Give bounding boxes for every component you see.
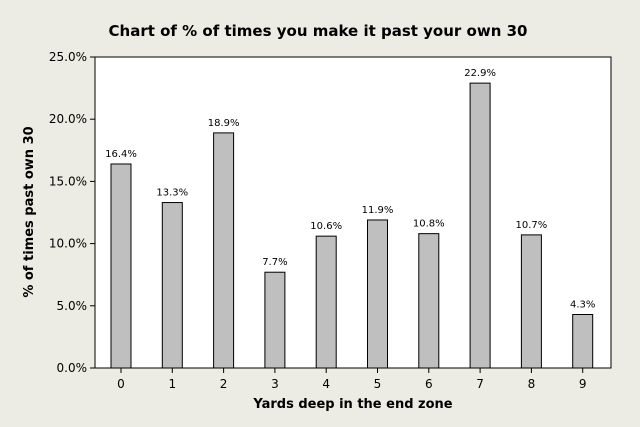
x-axis-label: Yards deep in the end zone [252, 397, 452, 412]
bar-8 [520, 234, 542, 369]
bar-1 [161, 202, 183, 369]
y-axis-label: % of times past own 30 [22, 126, 37, 297]
x-tick-label: 8 [528, 377, 536, 391]
data-label-7: 22.9% [464, 68, 496, 79]
bar-7 [469, 82, 491, 369]
x-axis: 0 1 2 3 4 5 6 7 8 9 [117, 368, 587, 391]
bar-2 [213, 132, 235, 369]
bar-6 [418, 233, 440, 369]
y-tick-label: 5.0% [57, 299, 88, 313]
bars [110, 82, 594, 369]
data-label-8: 10.7% [516, 220, 548, 231]
data-label-3: 7.7% [262, 257, 287, 268]
data-label-0: 16.4% [105, 149, 137, 160]
data-label-1: 13.3% [156, 188, 188, 199]
bar-3 [264, 271, 286, 369]
data-label-2: 18.9% [208, 118, 240, 129]
y-tick-label: 10.0% [49, 237, 87, 251]
y-tick-label: 15.0% [49, 174, 87, 188]
y-tick-label: 20.0% [49, 112, 87, 126]
x-tick-label: 4 [322, 377, 330, 391]
data-label-9: 4.3% [570, 300, 595, 311]
x-tick-label: 6 [425, 377, 433, 391]
bar-5 [367, 219, 388, 369]
bar-4 [315, 235, 337, 369]
bar-9 [572, 314, 594, 369]
x-tick-label: 7 [476, 377, 484, 391]
bar-0 [110, 163, 132, 369]
x-tick-label: 0 [117, 377, 125, 391]
data-label-6: 10.8% [413, 219, 445, 230]
y-axis: 0.0% 5.0% 10.0% 15.0% 20.0% 25.0% [49, 50, 95, 375]
data-labels: 16.4% 13.3% 18.9% 7.7% 10.6% 11.9% 10.8% 22.9% 1… [105, 68, 595, 310]
x-tick-label: 1 [168, 377, 176, 391]
x-tick-label: 9 [579, 377, 587, 391]
y-tick-label: 0.0% [57, 361, 88, 375]
y-tick-label: 25.0% [49, 50, 87, 64]
x-tick-label: 2 [220, 377, 228, 391]
x-tick-label: 5 [374, 377, 382, 391]
data-label-4: 10.6% [310, 221, 342, 232]
chart-title: Chart of % of times you make it past you… [109, 22, 528, 40]
x-tick-label: 3 [271, 377, 279, 391]
data-label-5: 11.9% [362, 205, 394, 216]
